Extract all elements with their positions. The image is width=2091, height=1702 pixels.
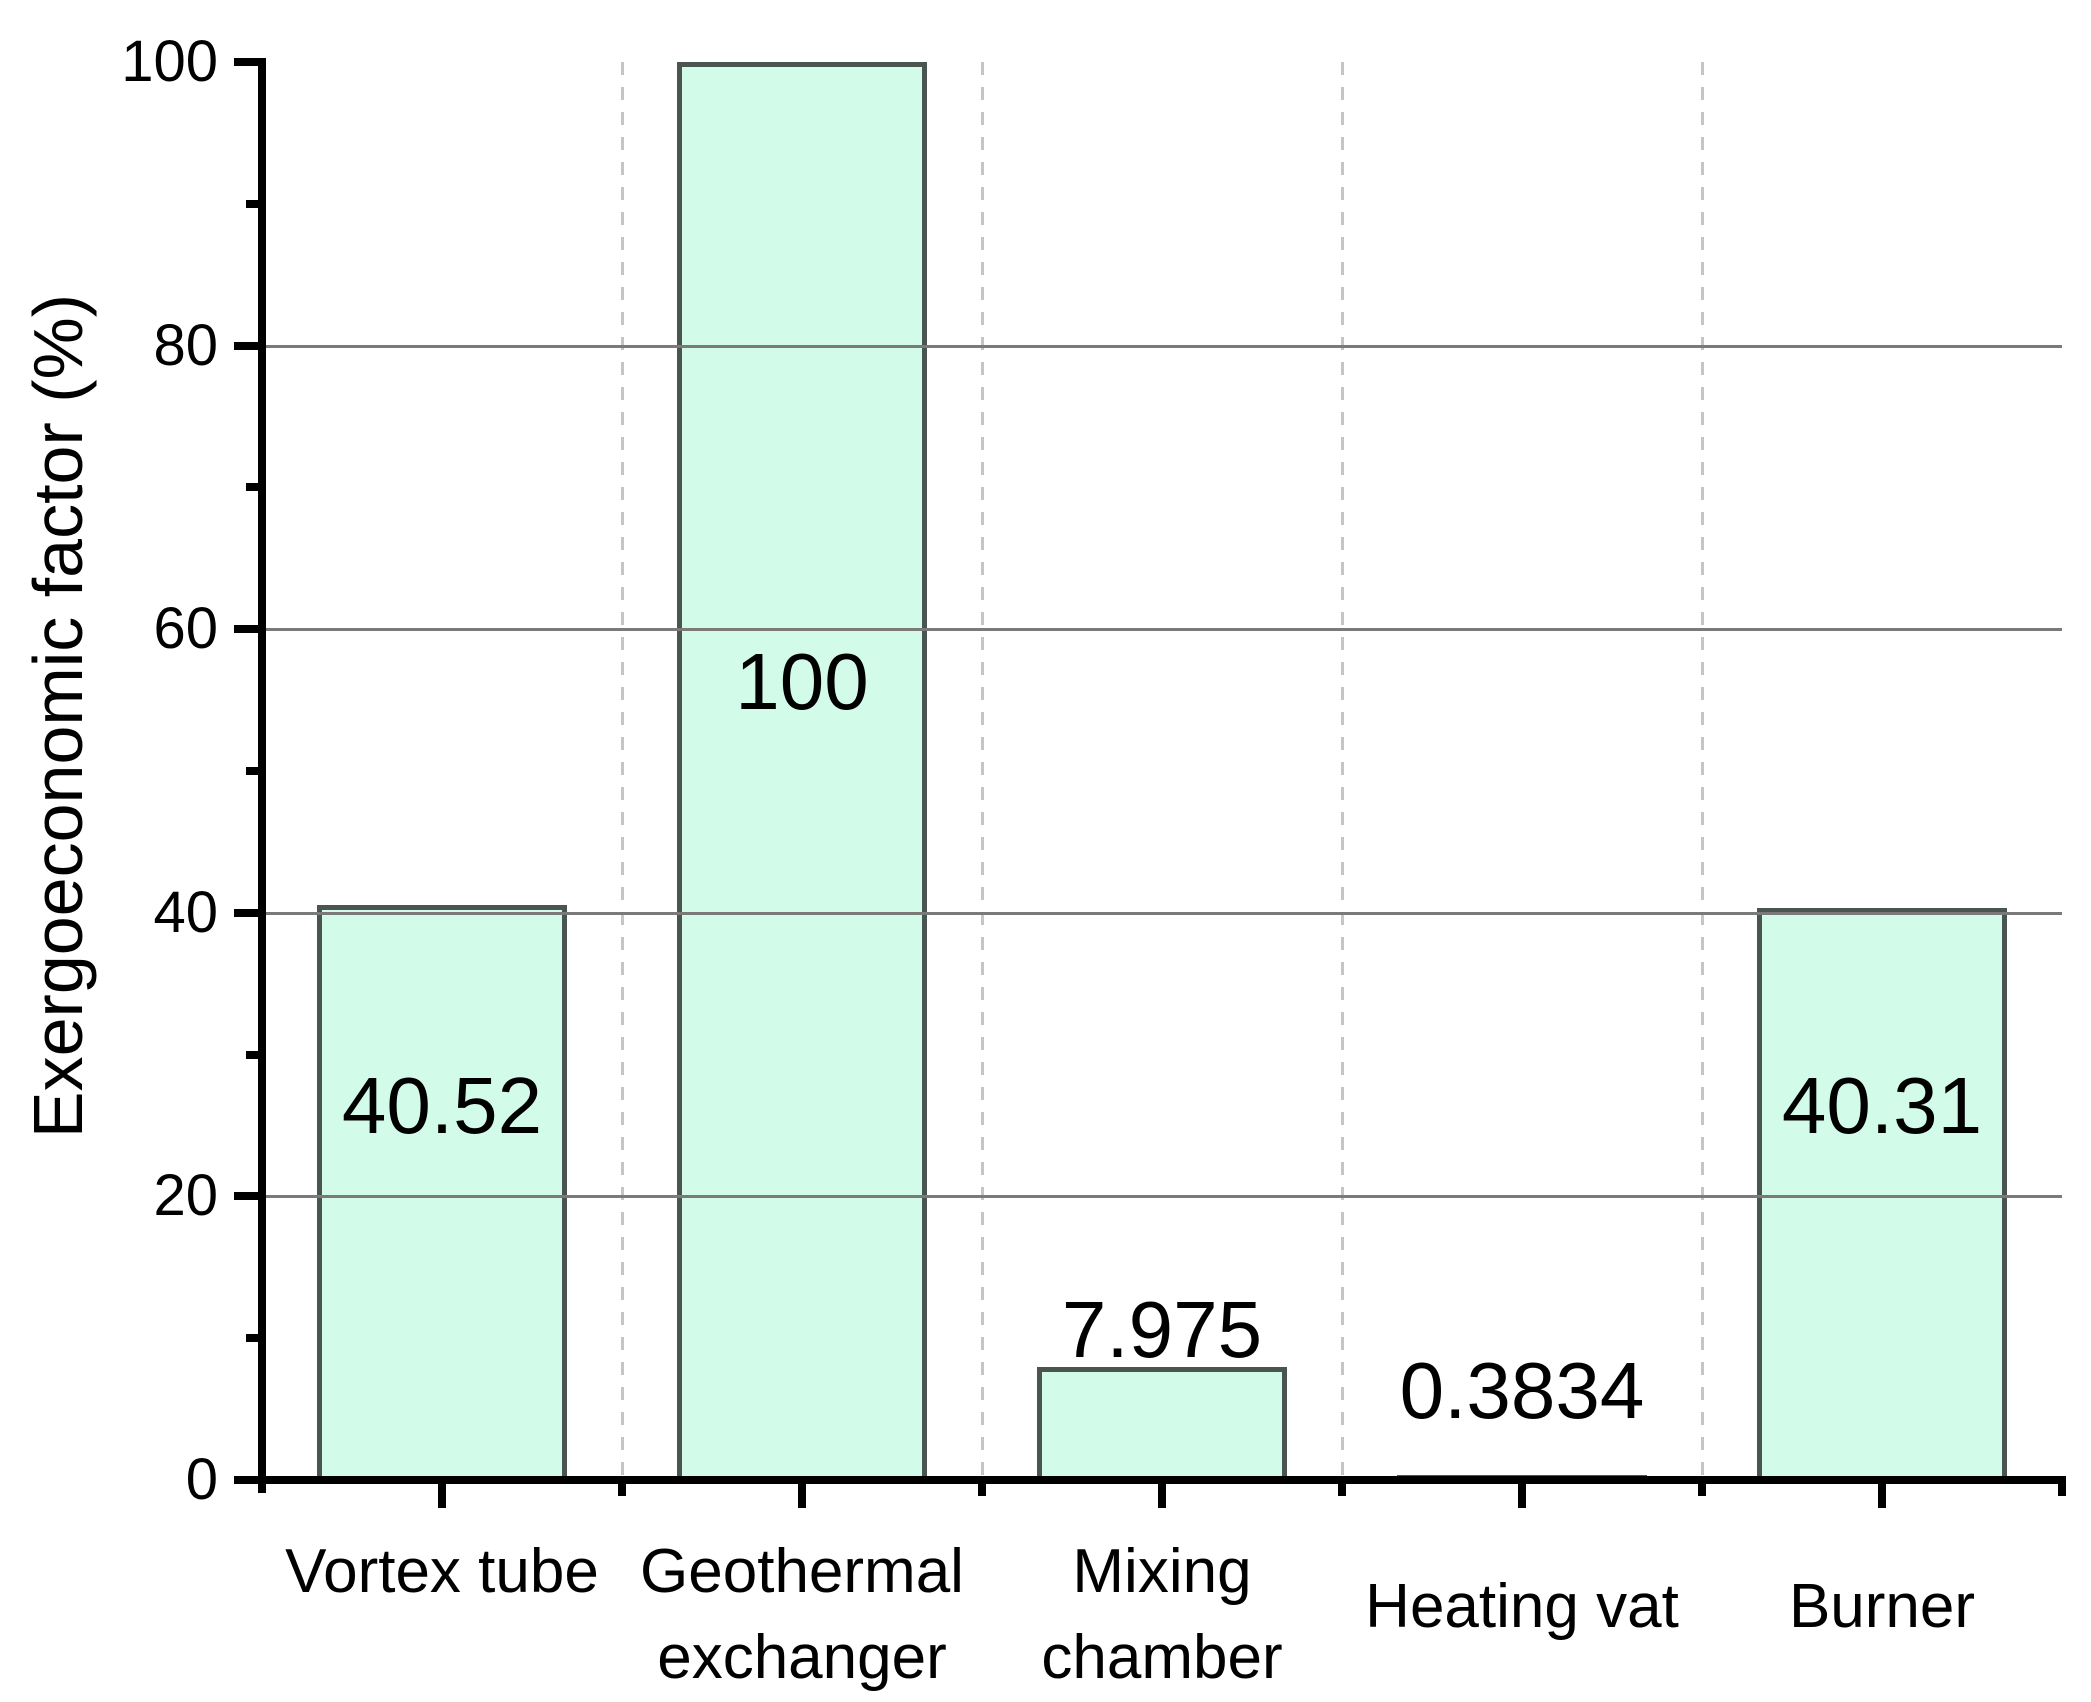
y-tick-label-80: 80	[153, 312, 218, 378]
x-major-tick-burner	[1878, 1480, 1886, 1508]
bar-value-label-burner: 40.31	[1781, 1061, 1983, 1150]
x-minor-tick-5	[2058, 1480, 2066, 1496]
y-major-tick-100	[234, 58, 262, 66]
x-category-label-mixing-chamber: Mixing chamber	[1041, 1537, 1283, 1692]
bar-value-label-vortex-tube: 40.52	[341, 1061, 543, 1150]
bar-value-label-heating-vat: 0.3834	[1399, 1346, 1645, 1435]
y-major-tick-40	[234, 908, 262, 917]
x-major-tick-heating-vat	[1518, 1480, 1526, 1508]
category-separator-line-4	[1701, 62, 1704, 1480]
x-axis-line	[258, 1476, 2066, 1484]
y-tick-label-40: 40	[153, 879, 218, 945]
y-major-tick-80	[234, 341, 262, 350]
category-separator-line-2	[981, 62, 984, 1480]
bar-value-label-geothermal-exchanger: 100	[735, 637, 869, 726]
y-tick-label-100: 100	[121, 29, 218, 94]
bar-value-label-mixing-chamber: 7.975	[1061, 1285, 1263, 1374]
x-minor-tick-1	[618, 1480, 626, 1496]
y-minor-tick-70	[246, 483, 262, 492]
y-tick-label-0: 0	[185, 1447, 218, 1512]
y-minor-tick-50	[246, 767, 262, 775]
y-minor-tick-10	[246, 1334, 262, 1343]
x-major-tick-geothermal-exchanger	[798, 1480, 806, 1508]
x-major-tick-vortex-tube	[438, 1480, 446, 1508]
x-minor-tick-3	[1338, 1480, 1346, 1496]
y-major-tick-60	[234, 625, 262, 634]
bar-burner	[1757, 908, 2007, 1482]
y-minor-tick-90	[246, 199, 262, 208]
x-category-label-heating-vat: Heating vat	[1365, 1572, 1679, 1641]
category-separator-line-1	[621, 62, 624, 1480]
x-category-label-vortex-tube: Vortex tube	[285, 1537, 599, 1606]
x-category-label-burner: Burner	[1788, 1572, 1976, 1641]
x-category-label-geothermal-exchanger: Geothermal exchanger	[640, 1537, 964, 1692]
y-minor-tick-30	[246, 1050, 262, 1059]
bar-vortex-tube	[317, 905, 567, 1482]
bar-mixing-chamber	[1037, 1366, 1287, 1482]
gridline-y-20	[262, 1195, 2062, 1199]
x-minor-tick-2	[978, 1480, 986, 1496]
category-separator-line-3	[1341, 62, 1344, 1480]
y-tick-label-20: 20	[153, 1163, 218, 1229]
x-minor-tick-4	[1698, 1480, 1706, 1496]
gridline-y-80	[262, 344, 2062, 348]
y-major-tick-0	[234, 1476, 262, 1484]
y-tick-label-60: 60	[153, 596, 218, 662]
bar-geothermal-exchanger	[677, 62, 927, 1482]
gridline-y-40	[262, 911, 2062, 915]
x-major-tick-mixing-chamber	[1158, 1480, 1166, 1508]
gridline-y-60	[262, 628, 2062, 632]
y-major-tick-20	[234, 1192, 262, 1201]
y-axis-line	[258, 58, 266, 1493]
